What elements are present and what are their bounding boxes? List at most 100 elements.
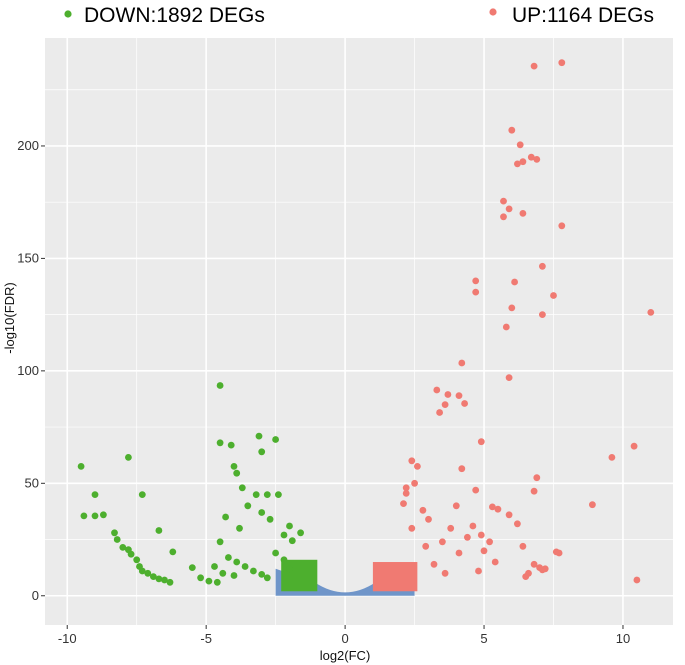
up-point [441,569,449,577]
plot-panel [45,38,673,625]
down-point [258,509,266,516]
down-point [263,574,271,582]
down-point [288,537,296,545]
up-point [472,486,480,494]
legend-down-marker [64,10,72,18]
down-point [263,491,271,498]
down-point [233,558,241,566]
up-point [433,386,441,394]
up-point [505,511,513,519]
up-point [400,500,407,507]
up-point [425,515,432,523]
x-tick-label: 5 [480,631,487,646]
up-point [500,197,507,205]
up-point [491,558,499,566]
up-point [558,59,566,67]
down-point [155,575,163,583]
down-point [205,577,213,585]
down-point [297,529,304,537]
x-tick-label: -10 [58,631,77,646]
up-point [522,573,530,580]
up-point [441,401,449,408]
up-point [494,505,502,513]
up-dense-cluster [372,562,418,592]
down-point [233,469,241,477]
down-point [80,512,88,520]
up-point [411,479,418,487]
up-point [555,549,563,557]
up-point [519,158,527,166]
up-point [500,213,507,221]
down-point [155,527,163,534]
down-point [144,569,152,577]
y-axis-title: -log10(FDR) [2,282,17,354]
up-point [475,567,482,575]
up-point [511,278,518,286]
down-point [211,563,218,570]
y-tick-label: 100 [17,363,39,378]
up-point [589,501,596,509]
down-point [255,432,263,440]
up-point [633,576,641,584]
down-point [216,382,224,389]
up-point [414,463,421,470]
up-point [408,457,416,465]
up-point [508,126,516,134]
down-point [213,578,221,586]
down-point [150,573,157,580]
up-point [430,560,438,568]
down-point [169,548,177,556]
down-point [138,491,146,498]
down-point [166,578,174,586]
up-point [514,160,521,168]
up-point [422,542,430,550]
down-point [127,550,135,558]
down-point [161,576,168,584]
up-point [469,522,477,530]
up-point [436,409,443,416]
y-tick-label: 0 [32,588,39,603]
up-point [486,538,493,546]
down-point [216,538,224,546]
down-point [219,569,227,577]
up-point [408,524,416,532]
y-axis-ticks: 0 50 100 150 200 [17,138,45,603]
x-axis-ticks: -10 -5 0 5 10 [58,625,630,646]
density-clouds [275,559,418,596]
down-point [216,439,224,447]
up-point [514,520,521,528]
up-point [477,438,485,446]
down-point [238,484,246,492]
up-point [461,400,468,407]
down-point [227,441,235,449]
down-point [286,522,293,530]
up-point [452,502,460,510]
down-point [258,448,266,456]
up-point [630,442,638,450]
down-point [111,529,118,537]
down-point [113,536,121,543]
down-point [252,491,260,498]
down-point [222,513,230,521]
up-point [530,487,538,495]
up-point [533,156,541,163]
up-point [455,549,463,557]
up-point [402,490,410,497]
down-point [119,544,127,551]
legend-up-marker [489,8,497,16]
down-point [272,436,279,443]
data-points [77,59,655,586]
down-point [241,563,249,570]
up-point [489,503,496,511]
up-point [505,205,513,213]
up-point [505,374,513,381]
x-tick-label: -5 [200,631,212,646]
up-point [447,524,455,532]
down-point [225,554,232,561]
up-point [516,141,524,149]
up-point [502,323,510,331]
up-point [530,560,538,568]
up-point [444,391,452,398]
up-point [519,542,527,550]
